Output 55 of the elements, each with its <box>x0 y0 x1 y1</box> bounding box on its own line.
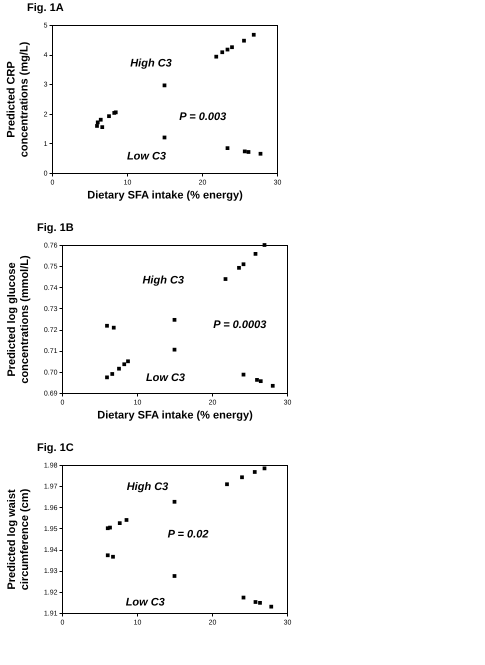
y-axis-title: Predicted log waist circumference (cm) <box>6 488 31 590</box>
point <box>242 38 246 43</box>
point <box>95 124 99 128</box>
annotation: P = 0.003 <box>179 110 226 123</box>
point <box>226 48 230 52</box>
point <box>240 475 244 480</box>
chart-title: Fig. 1B <box>37 222 74 234</box>
point <box>254 252 258 256</box>
point <box>225 482 229 486</box>
point <box>258 152 262 156</box>
y-axis-title: Predicted log glucose concentrations (mmol/L) <box>6 254 31 384</box>
point <box>252 470 257 474</box>
point <box>126 359 130 364</box>
point <box>162 136 166 140</box>
point <box>108 526 112 530</box>
annotation: High C3 <box>142 274 184 287</box>
point <box>237 266 241 270</box>
point <box>226 146 230 150</box>
point <box>242 262 246 266</box>
annotation: High C3 <box>126 481 168 494</box>
point <box>100 125 104 129</box>
chart-title: Fig. 1A <box>27 2 64 14</box>
point <box>162 84 166 88</box>
point <box>172 500 176 504</box>
point <box>105 375 109 380</box>
y-axis-title: Predicted CRP concentrations (mg/L) <box>6 41 31 158</box>
point <box>124 518 128 522</box>
x-axis-title: Dietary SFA intake (% energy) <box>97 410 254 422</box>
point <box>258 600 262 605</box>
point <box>242 596 246 600</box>
point <box>262 466 266 470</box>
annotation: P = 0.02 <box>168 528 208 541</box>
annotation: Low C3 <box>146 372 186 384</box>
point <box>172 348 176 352</box>
point <box>254 600 258 604</box>
point <box>255 378 259 382</box>
point <box>105 324 109 328</box>
point <box>224 277 228 281</box>
point <box>242 372 246 376</box>
point <box>172 318 176 322</box>
point <box>107 114 111 118</box>
chart-title: Fig. 1C <box>37 442 74 454</box>
point <box>246 150 250 154</box>
point <box>262 243 266 247</box>
point <box>172 574 176 578</box>
point <box>242 150 247 154</box>
x-axis-title: Dietary SFA intake (% energy) <box>87 190 244 202</box>
annotation: Low C3 <box>126 150 166 163</box>
annotation: Low C3 <box>126 596 165 609</box>
point <box>110 372 114 376</box>
annotation: High C3 <box>130 57 172 70</box>
point <box>117 366 121 371</box>
point <box>230 45 234 50</box>
point <box>111 554 115 559</box>
annotation: P = 0.0003 <box>213 318 266 331</box>
